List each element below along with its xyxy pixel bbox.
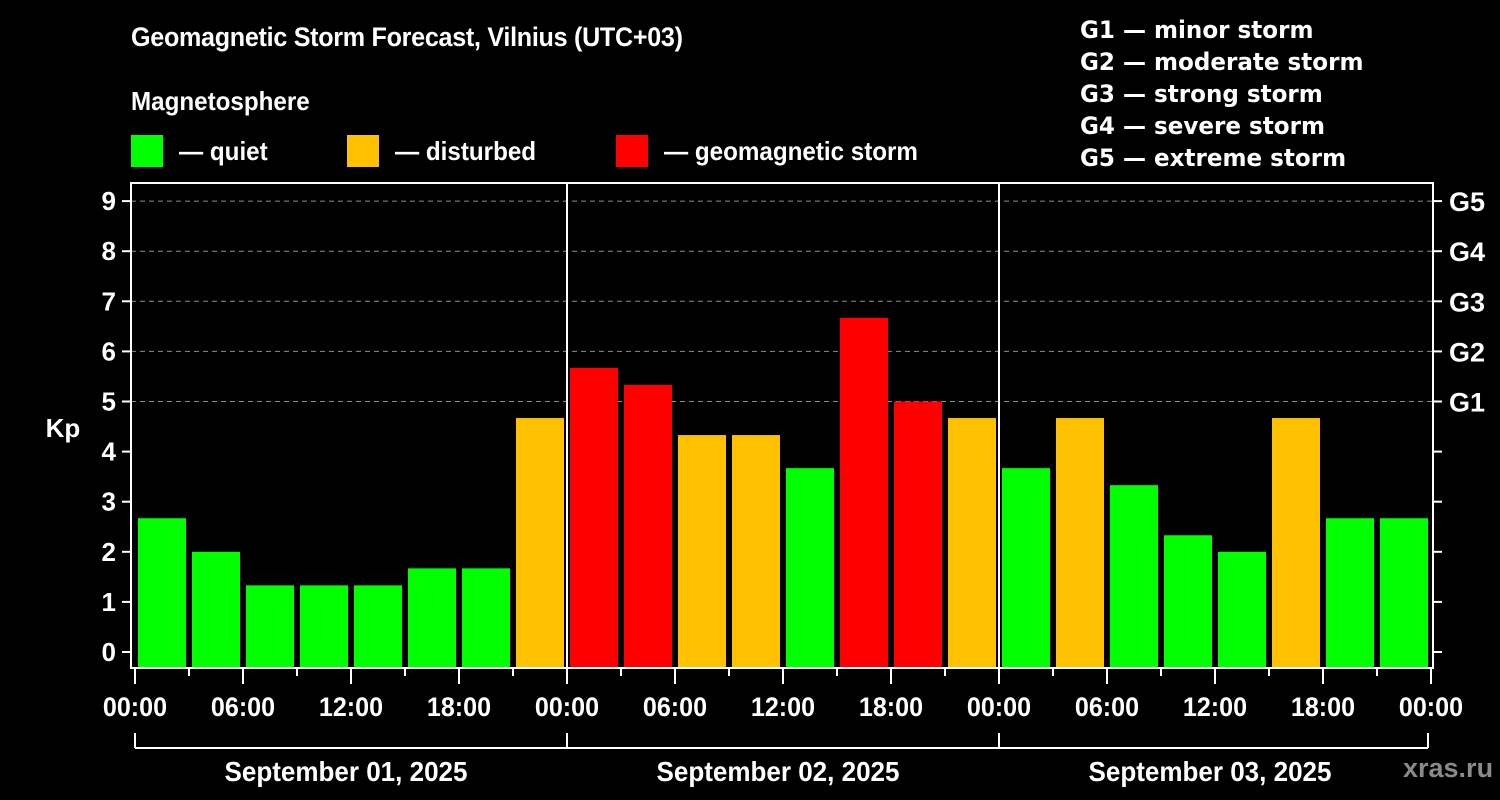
kp-bar bbox=[1380, 518, 1428, 668]
disturbed-swatch bbox=[347, 135, 379, 167]
watermark: xras.ru bbox=[1403, 753, 1494, 783]
y-tick-label: 4 bbox=[102, 437, 117, 467]
g-level-label: G1 bbox=[1449, 388, 1485, 418]
g-scale-legend: G1 — minor storm G2 — moderate storm G3 … bbox=[1080, 14, 1375, 174]
x-tick-label: 18:00 bbox=[859, 691, 923, 722]
kp-bar bbox=[678, 435, 726, 668]
x-tick-label: 18:00 bbox=[427, 691, 491, 722]
kp-bar bbox=[246, 585, 294, 668]
g-scale-item: G5 — extreme storm bbox=[1080, 144, 1347, 172]
y-tick-label: 3 bbox=[102, 487, 116, 517]
x-tick-label: 00:00 bbox=[535, 691, 599, 722]
y-tick-label: 9 bbox=[102, 186, 116, 216]
kp-bar bbox=[624, 384, 672, 668]
storm-swatch bbox=[616, 135, 648, 167]
legend-label: — geomagnetic storm bbox=[664, 135, 918, 166]
y-tick-label: 0 bbox=[102, 637, 116, 667]
legend-label: — quiet bbox=[179, 135, 268, 166]
legend-item-quiet: — quiet bbox=[131, 134, 274, 168]
y-tick-label: 8 bbox=[102, 236, 116, 266]
x-tick-label: 12:00 bbox=[751, 691, 815, 722]
y-axis-label: Kp bbox=[46, 413, 81, 443]
legend-label: — disturbed bbox=[395, 135, 537, 166]
kp-bar bbox=[300, 585, 348, 668]
day-label: September 02, 2025 bbox=[657, 756, 900, 787]
g-scale-item: G2 — moderate storm bbox=[1080, 48, 1364, 76]
kp-bar bbox=[1218, 551, 1266, 668]
x-tick-label: 18:00 bbox=[1291, 691, 1355, 722]
y-tick-label: 5 bbox=[102, 387, 116, 417]
kp-bar bbox=[1110, 485, 1158, 668]
kp-bar bbox=[732, 435, 780, 668]
kp-bar bbox=[138, 518, 186, 668]
x-tick-label: 00:00 bbox=[967, 691, 1031, 722]
kp-bar bbox=[1326, 518, 1374, 668]
day-label: September 01, 2025 bbox=[225, 756, 468, 787]
kp-bar bbox=[462, 568, 510, 668]
kp-bar bbox=[516, 418, 564, 668]
kp-bar bbox=[894, 401, 942, 668]
x-tick-label: 00:00 bbox=[1399, 691, 1463, 722]
kp-bar bbox=[786, 468, 834, 668]
kp-bar bbox=[1164, 535, 1212, 668]
g-level-label: G3 bbox=[1449, 287, 1485, 317]
legend-item-storm: — geomagnetic storm bbox=[616, 134, 937, 168]
g-scale-item: G4 — severe storm bbox=[1080, 112, 1325, 140]
chart-title: Geomagnetic Storm Forecast, Vilnius (UTC… bbox=[131, 22, 683, 52]
x-tick-label: 06:00 bbox=[211, 691, 275, 722]
quiet-swatch bbox=[131, 135, 163, 167]
day-label: September 03, 2025 bbox=[1089, 756, 1332, 787]
g-level-label: G5 bbox=[1449, 187, 1485, 217]
x-tick-label: 06:00 bbox=[1075, 691, 1139, 722]
x-tick-label: 00:00 bbox=[103, 691, 167, 722]
legend-item-disturbed: — disturbed bbox=[347, 134, 547, 168]
legend-heading: Magnetosphere bbox=[131, 86, 310, 116]
kp-bar bbox=[408, 568, 456, 668]
kp-bar bbox=[354, 585, 402, 668]
g-scale-item: G1 — minor storm bbox=[1080, 16, 1314, 44]
kp-bar bbox=[192, 551, 240, 668]
x-tick-label: 06:00 bbox=[643, 691, 707, 722]
y-tick-label: 2 bbox=[102, 537, 116, 567]
y-tick-label: 7 bbox=[102, 286, 116, 316]
kp-bar bbox=[1056, 418, 1104, 668]
kp-bar bbox=[1272, 418, 1320, 668]
kp-bar bbox=[840, 317, 888, 668]
kp-bar bbox=[1002, 468, 1050, 668]
kp-bar bbox=[948, 418, 996, 668]
g-level-label: G2 bbox=[1449, 337, 1485, 367]
g-level-label: G4 bbox=[1449, 237, 1485, 267]
g-scale-item: G3 — strong storm bbox=[1080, 80, 1323, 108]
x-tick-label: 12:00 bbox=[1183, 691, 1247, 722]
y-tick-label: 1 bbox=[102, 587, 116, 617]
kp-bar bbox=[570, 367, 618, 668]
y-tick-label: 6 bbox=[102, 336, 116, 366]
x-tick-label: 12:00 bbox=[319, 691, 383, 722]
